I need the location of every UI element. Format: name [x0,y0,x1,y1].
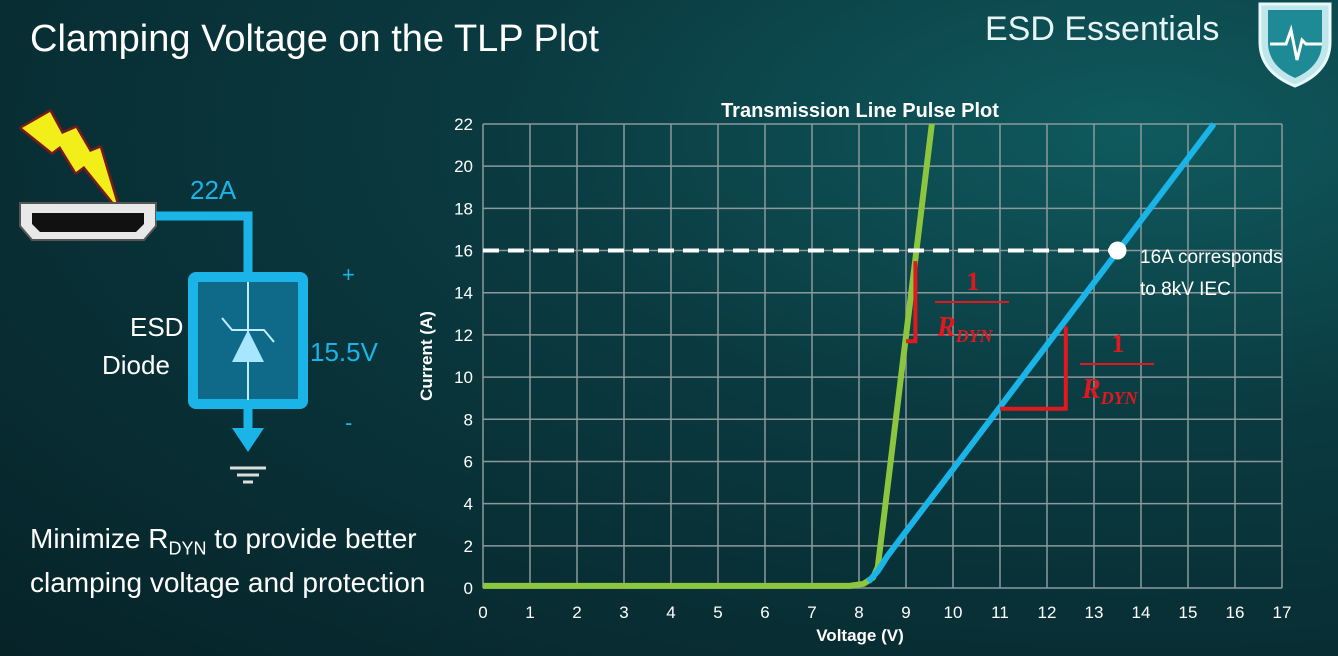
y-tick-label: 6 [464,452,473,471]
series-line-0 [483,123,935,589]
y-tick-label: 20 [454,157,473,176]
voltage-label: 15.5V [310,337,378,367]
hdmi-port-icon [19,202,157,241]
x-tick-label: 14 [1132,603,1151,622]
slope-numerator: 1 [967,267,980,296]
x-tick-label: 6 [760,603,769,622]
x-tick-label: 9 [901,603,910,622]
x-tick-label: 8 [854,603,863,622]
y-tick-label: 10 [454,368,473,387]
x-tick-label: 16 [1226,603,1245,622]
summary-text: Minimize RDYN to provide better clamping… [30,523,426,598]
marker-point [1108,241,1127,260]
series-line-1 [866,122,1217,584]
x-tick-label: 11 [991,603,1009,622]
x-tick-label: 0 [478,603,487,622]
x-tick-label: 1 [525,603,534,622]
y-axis-label: Current (A) [417,311,436,401]
y-tick-label: 8 [464,410,473,429]
current-label: 22A [190,175,237,205]
x-tick-label: 13 [1085,603,1104,622]
lightning-icon [19,109,121,211]
x-tick-label: 4 [666,603,675,622]
annotation-line-2: to 8kV IEC [1140,279,1231,300]
minus-sign: - [345,410,353,435]
x-tick-label: 2 [572,603,581,622]
device-label-esd: ESD [130,312,184,342]
slope-numerator: 1 [1112,329,1125,358]
slope-denominator: RDYN [936,312,994,346]
y-tick-label: 14 [454,284,473,303]
arrow-down-icon [232,428,264,452]
plus-sign: + [342,262,355,287]
slope-denominator-sub: DYN [1100,388,1139,408]
x-tick-label: 5 [713,603,722,622]
slope-marker-blue [1000,326,1068,411]
x-tick-label: 17 [1273,603,1292,622]
slope-marker-green [906,261,918,344]
y-tick-label: 18 [454,199,473,218]
brand-name: ESD Essentials [985,10,1220,48]
y-tick-label: 2 [464,537,473,556]
shield-logo-icon [1258,2,1332,88]
slope-denominator: RDYN [1081,374,1139,408]
slide-title: Clamping Voltage on the TLP Plot [30,18,599,60]
y-tick-label: 0 [464,579,473,598]
x-axis-label: Voltage (V) [816,626,904,645]
x-tick-label: 7 [807,603,816,622]
x-tick-label: 10 [944,603,963,622]
annotation-line-1: 16A corresponds [1140,247,1283,268]
ground-icon [230,466,266,484]
y-tick-label: 12 [454,326,473,345]
esd-diode-diagram [19,109,308,484]
y-tick-label: 4 [464,495,473,514]
slope-denominator-sub: DYN [955,326,994,346]
device-label-diode: Diode [102,350,170,380]
diode-symbol-icon [232,330,264,362]
x-tick-label: 15 [1179,603,1198,622]
chart-title: Transmission Line Pulse Plot [721,100,999,122]
x-tick-label: 12 [1038,603,1057,622]
x-tick-label: 3 [619,603,628,622]
y-tick-label: 22 [454,115,473,134]
y-tick-label: 16 [454,242,473,261]
